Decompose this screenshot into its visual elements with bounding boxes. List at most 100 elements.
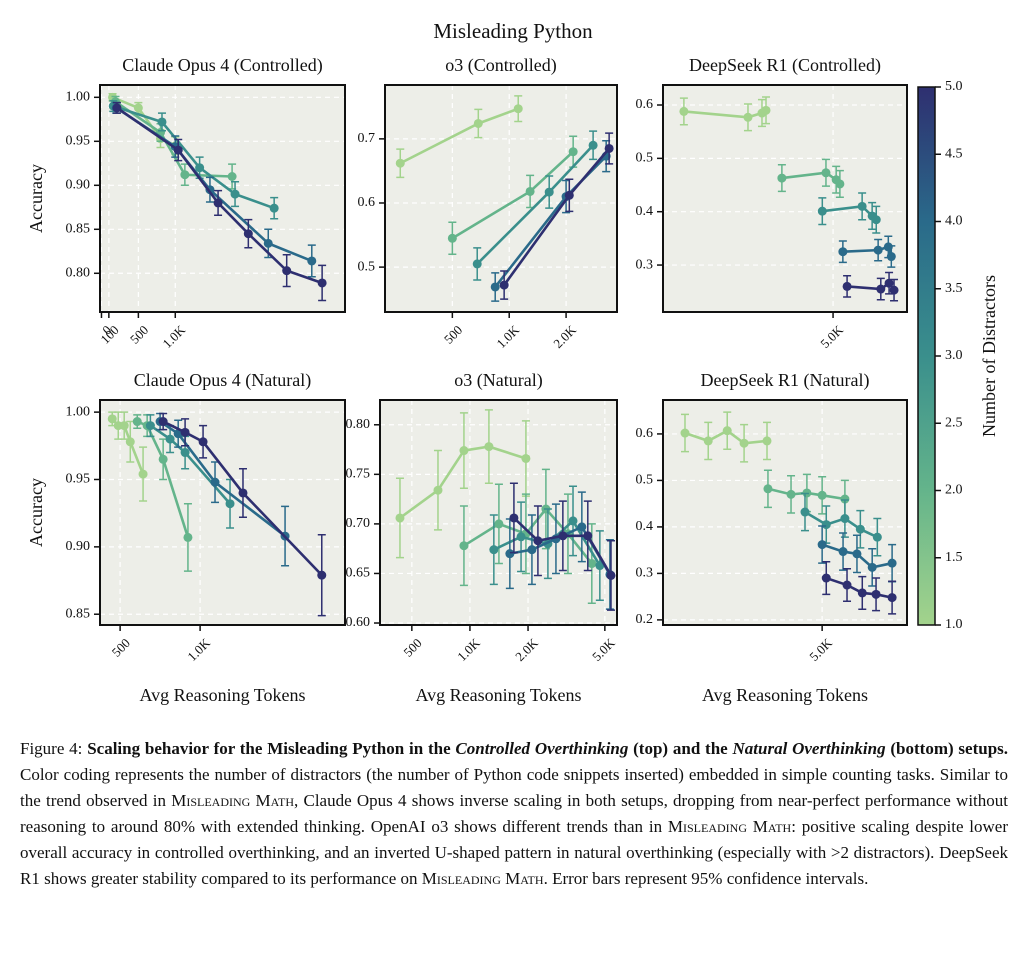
x-tick-label: 2.0K: [512, 635, 541, 664]
data-point: [173, 145, 183, 155]
data-point: [763, 484, 773, 494]
data-point: [842, 281, 852, 291]
x-tick-label: 2.0K: [550, 322, 579, 351]
data-point: [125, 437, 135, 447]
data-point: [210, 477, 220, 487]
caption-run: Color coding represents the number of di…: [20, 765, 1008, 810]
data-point: [568, 147, 578, 157]
data-point: [433, 485, 443, 495]
data-point: [852, 549, 862, 559]
y-axis-label: Accuracy: [26, 164, 46, 233]
data-point: [472, 259, 482, 269]
data-point: [544, 187, 554, 197]
data-point: [165, 434, 175, 444]
data-point: [743, 112, 753, 122]
y-tick-label: 0.65: [346, 566, 371, 581]
data-point: [762, 436, 772, 446]
subplot-title: DeepSeek R1 (Controlled): [689, 55, 881, 76]
y-tick-label: 0.85: [66, 222, 91, 237]
colorbar-tick-label: 5.0: [945, 79, 963, 94]
y-tick-label: 0.80: [346, 417, 371, 432]
data-point: [132, 417, 142, 427]
x-tick-label: 5.0K: [806, 635, 835, 664]
data-point: [739, 438, 749, 448]
data-point: [835, 179, 845, 189]
y-tick-label: 0.60: [346, 615, 371, 630]
data-point: [558, 531, 568, 541]
data-point: [887, 558, 897, 568]
data-point: [145, 421, 155, 431]
y-tick-label: 0.2: [636, 612, 654, 627]
data-point: [703, 436, 713, 446]
colorbar-tick-label: 1.0: [945, 617, 963, 632]
colorbar-tick-label: 4.0: [945, 214, 963, 229]
figure-title: Misleading Python: [433, 19, 593, 43]
data-point: [838, 547, 848, 557]
data-point: [213, 198, 223, 208]
caption-run: : positive scaling despite lower overall…: [20, 817, 1008, 888]
caption-run: (bottom) setups.: [885, 739, 1009, 758]
y-tick-label: 0.4: [636, 204, 654, 219]
data-point: [855, 524, 865, 534]
data-point: [821, 573, 831, 583]
data-point: [317, 570, 327, 580]
data-point: [513, 104, 523, 114]
data-point: [857, 588, 867, 598]
subplot-title: DeepSeek R1 (Natural): [701, 370, 870, 391]
data-point: [761, 105, 771, 115]
data-point: [821, 168, 831, 178]
figure: Misleading Python 0.800.850.900.951.0001…: [26, 19, 999, 705]
x-tick-label: 500: [400, 635, 424, 659]
data-point: [838, 247, 848, 257]
data-point: [459, 541, 469, 551]
y-tick-label: 0.90: [66, 178, 91, 193]
data-point: [243, 229, 253, 239]
data-point: [887, 593, 897, 603]
data-point: [499, 280, 509, 290]
caption-run: , Claude Opus 4 shows inverse scaling in…: [20, 791, 1009, 836]
data-point: [876, 284, 886, 294]
data-point: [227, 172, 237, 182]
y-tick-label: 0.85: [66, 606, 91, 621]
x-tick-label: 1.0K: [159, 322, 188, 351]
data-point: [107, 414, 117, 424]
plot-frame: [384, 84, 618, 313]
data-point: [840, 494, 850, 504]
data-point: [527, 545, 537, 555]
series-line: [136, 420, 190, 538]
subplot: 0.85 0.90 0.95 1.00 500 1.0K Claude Opus 4 (Na…: [26, 370, 346, 705]
data-point: [317, 278, 327, 288]
data-point: [158, 417, 168, 427]
subplot-title: Claude Opus 4 (Controlled): [122, 55, 322, 76]
data-point: [800, 507, 810, 517]
data-point: [494, 519, 504, 529]
data-point: [133, 103, 143, 113]
data-point: [886, 252, 896, 262]
subplot: 0.2 0.3 0.4 0.5 0.6 5.0K DeepSeek R1 (Natural)…: [636, 370, 908, 705]
subplot: 0.5 0.6 0.7 500 1.0K 2.0K o3 (Controlled): [358, 55, 618, 351]
x-axis-label: Avg Reasoning Tokens: [702, 685, 868, 705]
x-tick-label: 1.0K: [184, 635, 213, 664]
data-point: [263, 238, 273, 248]
y-tick-label: 0.6: [636, 426, 654, 441]
data-point: [516, 532, 526, 542]
x-tick-label: 5.0K: [817, 322, 846, 351]
y-tick-label: 0.95: [66, 134, 91, 149]
plot-background: [663, 400, 907, 625]
plot-background: [100, 400, 345, 625]
data-point: [195, 163, 205, 173]
data-point: [817, 206, 827, 216]
data-point: [521, 453, 531, 463]
data-point: [606, 570, 616, 580]
colorbar-tick-label: 2.5: [945, 415, 963, 430]
caption-run: Controlled Overthinking: [455, 739, 629, 758]
colorbar-tick-label: 3.5: [945, 281, 963, 296]
x-tick-label: 500: [127, 322, 151, 346]
data-point: [198, 437, 208, 447]
data-point: [840, 514, 850, 524]
y-tick-label: 0.5: [636, 151, 654, 166]
y-tick-label: 0.75: [346, 467, 371, 482]
colorbar-tick-label: 1.5: [945, 550, 963, 565]
x-tick-label: 500: [441, 322, 465, 346]
